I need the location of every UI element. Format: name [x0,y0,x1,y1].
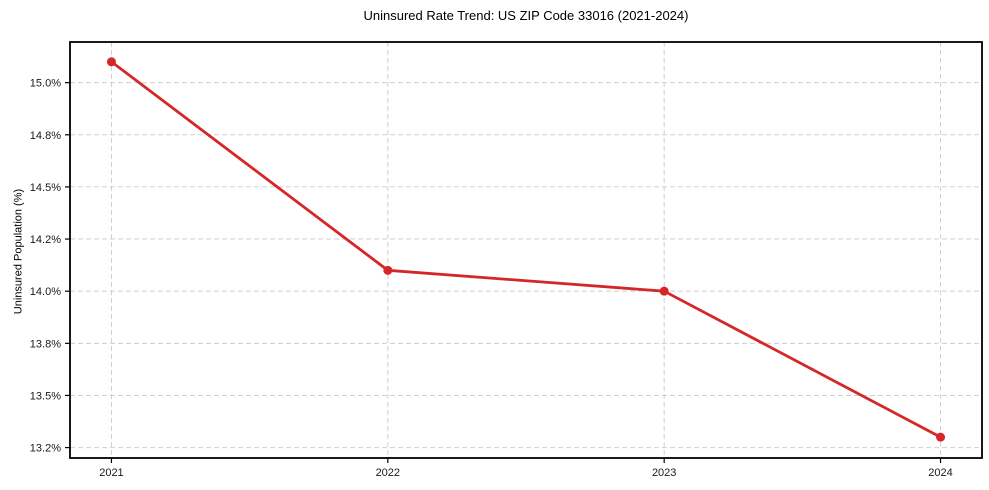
data-point-marker [659,286,669,296]
y-tick-label: 13.8% [30,338,61,350]
x-tick-label: 2024 [928,467,952,479]
x-tick-label: 2023 [652,467,676,479]
x-tick-label: 2022 [376,467,400,479]
y-tick-label: 14.2% [30,234,61,246]
data-point-marker [383,265,393,275]
y-tick-label: 13.5% [30,390,61,402]
y-tick-label: 13.2% [30,443,61,455]
y-tick-label: 14.5% [30,182,61,194]
chart-title: Uninsured Rate Trend: US ZIP Code 33016 … [363,8,689,23]
x-tick-label: 2021 [99,467,123,479]
y-tick-label: 14.8% [30,130,61,142]
data-point-marker [936,432,946,442]
y-tick-label: 14.0% [30,286,61,298]
plot-border [69,41,983,459]
y-tick-label: 15.0% [30,78,61,90]
data-point-marker [106,57,116,67]
trend-line [110,60,942,439]
y-axis-label: Uninsured Population (%) [12,188,25,315]
